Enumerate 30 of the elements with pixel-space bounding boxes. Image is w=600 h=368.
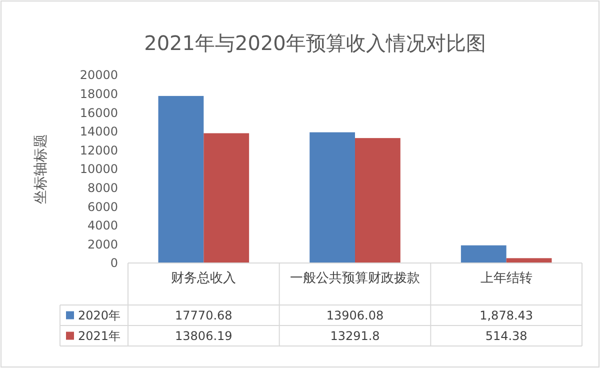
data-label: 13291.8 (330, 328, 380, 343)
x-tick-label: 财务总收入 (171, 271, 236, 286)
y-tick-label: 8000 (87, 181, 118, 195)
x-tick-label: 上年结转 (480, 271, 532, 286)
x-tick-label: 一般公共预算财政拨款 (290, 271, 420, 286)
bar (310, 132, 355, 263)
data-label: 1,878.43 (480, 308, 534, 322)
y-tick-label: 2000 (87, 237, 118, 252)
bar (158, 96, 204, 263)
data-label: 17770.68 (175, 308, 232, 322)
y-tick-label: 4000 (87, 218, 118, 233)
bar (506, 258, 552, 263)
chart-title: 2021年与2020年预算收入情况对比图 (144, 31, 486, 55)
y-tick-label: 16000 (80, 106, 118, 120)
y-tick-label: 12000 (80, 143, 118, 158)
y-tick-label: 0 (110, 256, 118, 270)
y-axis-title: 坐标轴标题 (33, 134, 49, 204)
y-tick-label: 18000 (80, 87, 118, 101)
legend-label: 2020年 (78, 308, 121, 322)
bar (355, 138, 400, 263)
legend-label: 2021年 (78, 328, 121, 343)
bar (204, 133, 250, 263)
y-tick-label: 6000 (87, 200, 118, 214)
bar (460, 245, 506, 263)
y-tick-label: 14000 (80, 124, 118, 139)
y-tick-label: 20000 (80, 68, 118, 82)
data-label: 514.38 (485, 328, 528, 343)
data-label: 13906.08 (326, 308, 384, 322)
data-label: 13806.19 (175, 328, 232, 343)
y-tick-label: 10000 (80, 162, 118, 176)
